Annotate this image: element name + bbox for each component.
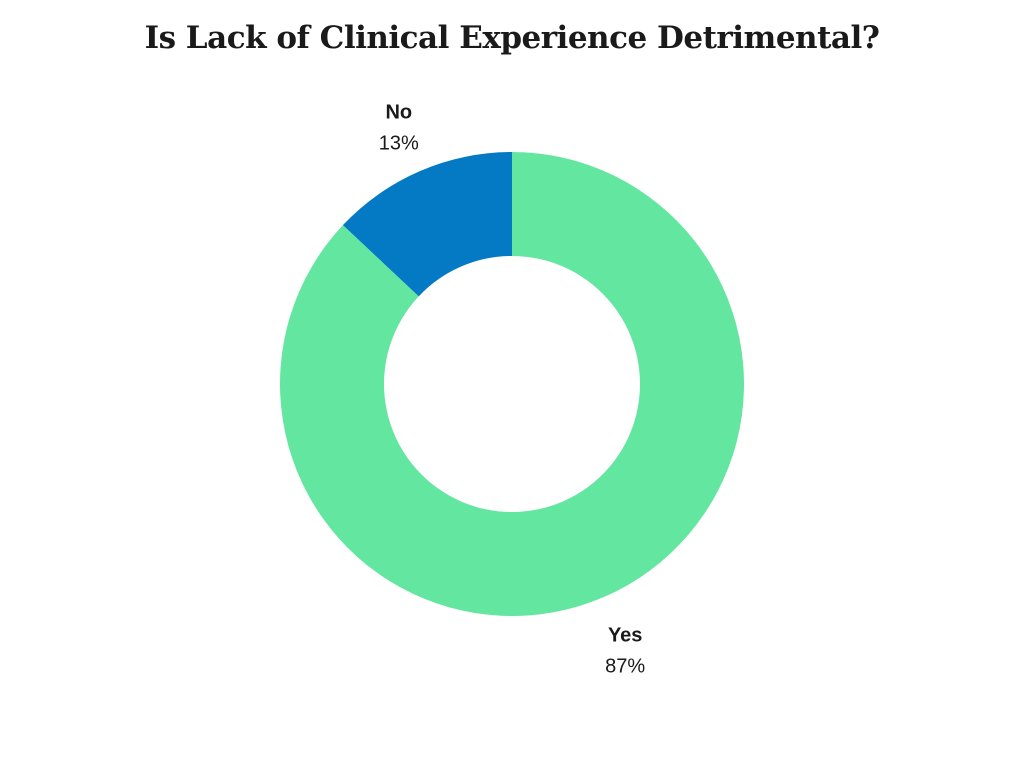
slice-label-yes: Yes [608,625,642,647]
slice-value-no: 13% [379,132,419,154]
slice-yes [279,152,744,616]
donut-slices [279,152,744,616]
slice-value-yes: 87% [605,656,645,678]
slice-no [342,152,512,297]
slice-label-no: No [385,101,412,123]
slice-labels: No 13% Yes 87% [379,101,646,677]
chart-title: Is Lack of Clinical Experience Detriment… [144,20,880,56]
